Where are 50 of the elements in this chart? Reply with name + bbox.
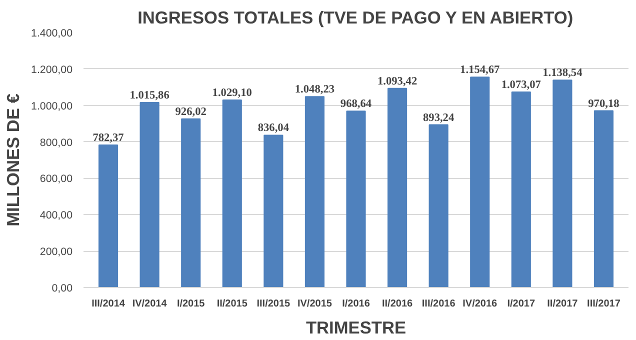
data-label: 782,37 <box>92 132 124 144</box>
data-label: 1.015,86 <box>130 89 170 102</box>
bar <box>222 100 242 288</box>
data-label: 968,64 <box>340 98 372 110</box>
data-label: 893,24 <box>423 112 454 124</box>
x-tick-label: III/2016 <box>422 298 456 310</box>
data-label: 926,02 <box>175 106 207 118</box>
bar <box>346 110 366 288</box>
x-tick-label: IV/2016 <box>462 298 498 310</box>
y-tick-label: 1.000,00 <box>31 100 73 112</box>
y-tick-label: 200,00 <box>40 246 73 258</box>
bar <box>428 124 448 288</box>
bar <box>511 92 531 288</box>
bar <box>98 144 118 288</box>
bar <box>594 110 614 288</box>
bar <box>140 102 160 288</box>
bar <box>470 76 490 288</box>
data-label: 1.093,42 <box>377 75 418 88</box>
x-tick-label: I/2016 <box>342 298 370 310</box>
x-tick-label: IV/2014 <box>132 298 168 310</box>
data-label: 1.073,07 <box>501 79 542 92</box>
y-tick-label: 600,00 <box>40 173 73 186</box>
data-label: 1.048,23 <box>294 84 335 96</box>
bar <box>304 96 324 288</box>
bar <box>388 88 408 288</box>
x-tick-label: IV/2015 <box>297 298 332 310</box>
y-tick-label: 1.200,00 <box>31 64 73 76</box>
data-label: 1.029,10 <box>212 87 252 100</box>
x-axis-title: TRIMESTRE <box>306 318 406 338</box>
data-label: 1.138,54 <box>542 67 583 80</box>
y-tick-label: 1.400,00 <box>31 28 73 40</box>
y-tick-label: 400,00 <box>40 210 73 222</box>
x-tick-label: III/2014 <box>92 298 126 310</box>
x-tick-label: II/2017 <box>547 298 578 310</box>
x-tick-label: III/2015 <box>256 298 291 310</box>
x-tick-label: I/2015 <box>176 298 206 310</box>
chart-title: INGRESOS TOTALES (TVE DE PAGO Y EN ABIERTO) <box>138 8 574 28</box>
bar <box>552 80 572 288</box>
y-tick-label: 0,00 <box>52 282 73 294</box>
x-tick-label: III/2017 <box>587 298 621 310</box>
data-label: 836,04 <box>258 122 290 134</box>
y-axis-title: MILLONES DE € <box>3 93 24 226</box>
x-tick-label: I/2017 <box>507 298 536 310</box>
bar <box>181 118 201 288</box>
data-label: 1.154,67 <box>460 64 500 76</box>
y-tick-label: 800,00 <box>40 136 73 149</box>
x-tick-label: II/2015 <box>216 298 248 310</box>
bar <box>264 134 284 288</box>
x-tick-label: II/2016 <box>382 298 414 310</box>
data-label: 970,18 <box>588 98 620 110</box>
